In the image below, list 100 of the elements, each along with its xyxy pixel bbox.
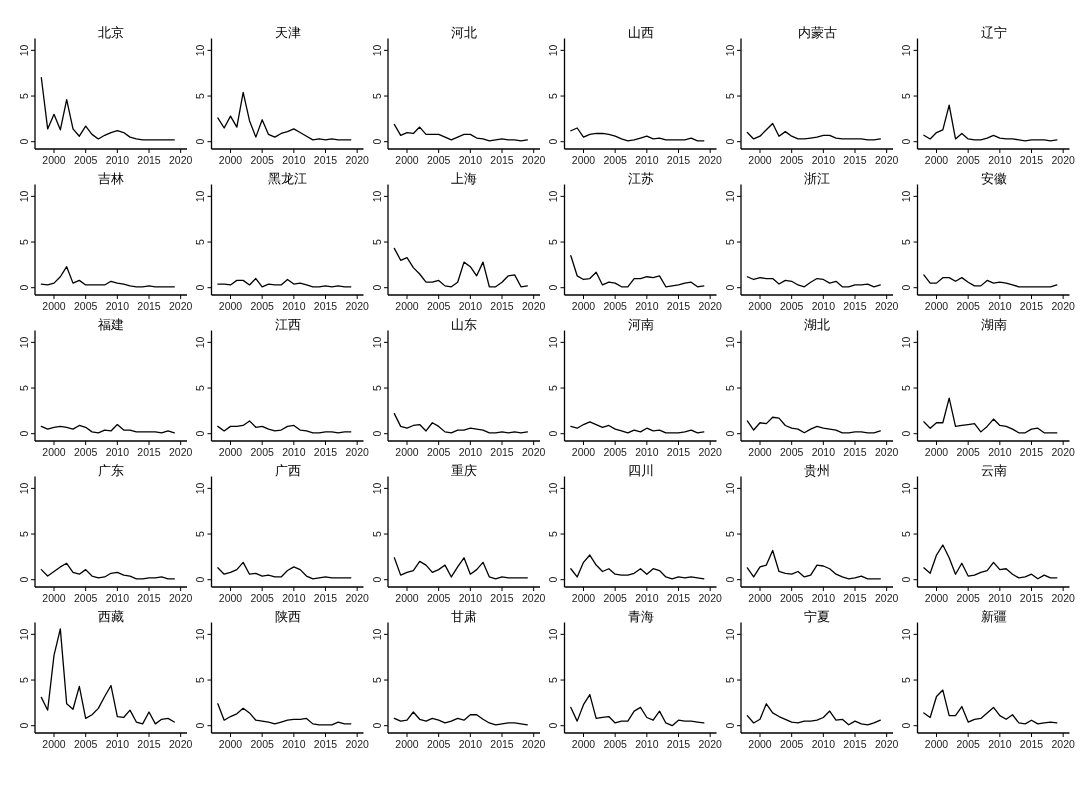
x-tick-label: 2010 <box>988 154 1012 166</box>
x-tick-label: 2010 <box>635 154 659 166</box>
y-tick-label: 5 <box>194 238 207 245</box>
x-tick-label: 2010 <box>282 738 306 750</box>
x-tick-label: 2010 <box>105 738 130 750</box>
x-tick-label: 2005 <box>956 154 981 166</box>
x-tick-label: 2010 <box>635 592 659 604</box>
x-tick-label: 2015 <box>313 592 338 604</box>
x-tick-label: 2005 <box>73 738 98 750</box>
y-tick-label: 5 <box>194 530 207 537</box>
x-tick-label: 2020 <box>168 300 193 312</box>
y-tick-label: 10 <box>900 44 913 57</box>
x-tick-label: 2015 <box>666 738 691 750</box>
y-tick-label: 10 <box>547 190 560 203</box>
x-tick-label: 2015 <box>843 738 867 750</box>
y-tick-label: 0 <box>724 284 736 291</box>
x-tick-label: 2015 <box>666 154 691 166</box>
x-tick-label: 2005 <box>426 154 451 166</box>
x-tick-label: 2000 <box>395 446 419 458</box>
x-tick-label: 2020 <box>1051 300 1076 312</box>
chart-title: 宁夏 <box>804 608 830 624</box>
x-tick-label: 2020 <box>345 154 370 166</box>
y-tick-label: 5 <box>18 676 30 683</box>
x-tick-label: 2020 <box>521 154 546 166</box>
x-tick-label: 2020 <box>168 446 193 458</box>
chart-title: 湖南 <box>980 317 1007 332</box>
x-tick-label: 2020 <box>345 738 370 750</box>
x-tick-label: 2005 <box>779 446 804 458</box>
chart-title: 广西 <box>274 463 301 478</box>
x-tick-label: 2015 <box>1019 300 1044 312</box>
x-tick-label: 2015 <box>666 300 691 312</box>
chart-title: 云南 <box>980 463 1007 478</box>
y-tick-label: 10 <box>194 336 207 349</box>
x-tick-label: 2000 <box>924 738 949 750</box>
y-tick-label: 0 <box>194 284 207 291</box>
x-tick-label: 2005 <box>603 592 628 604</box>
x-tick-label: 2005 <box>250 592 275 604</box>
y-tick-label: 5 <box>18 92 30 99</box>
y-tick-label: 0 <box>194 576 207 583</box>
x-tick-label: 2010 <box>635 446 659 458</box>
x-tick-label: 2000 <box>395 300 419 312</box>
x-tick-label: 2020 <box>345 300 370 312</box>
y-tick-label: 5 <box>18 238 30 245</box>
x-tick-label: 2000 <box>571 300 596 312</box>
x-tick-label: 2000 <box>571 738 596 750</box>
x-tick-label: 2010 <box>988 592 1012 604</box>
y-tick-label: 0 <box>18 138 30 145</box>
x-tick-label: 2000 <box>924 154 949 166</box>
x-tick-label: 2020 <box>521 592 546 604</box>
x-tick-label: 2010 <box>458 154 483 166</box>
y-tick-label: 5 <box>194 384 207 391</box>
chart-title: 山东 <box>451 317 477 332</box>
x-tick-label: 2015 <box>137 300 161 312</box>
x-tick-label: 2005 <box>779 592 804 604</box>
x-tick-label: 2015 <box>490 592 514 604</box>
x-tick-label: 2010 <box>105 154 130 166</box>
x-tick-label: 2000 <box>924 592 949 604</box>
y-tick-label: 0 <box>194 138 207 145</box>
x-tick-label: 2000 <box>571 154 596 166</box>
y-tick-label: 10 <box>371 44 383 57</box>
x-tick-label: 2005 <box>603 154 628 166</box>
x-tick-label: 2020 <box>698 300 723 312</box>
x-tick-label: 2005 <box>250 446 275 458</box>
x-tick-label: 2010 <box>105 592 130 604</box>
x-tick-label: 2010 <box>988 446 1012 458</box>
y-tick-label: 0 <box>371 576 383 583</box>
x-tick-label: 2020 <box>874 300 899 312</box>
y-tick-label: 10 <box>547 336 560 349</box>
x-tick-label: 2010 <box>458 592 483 604</box>
x-tick-label: 2005 <box>603 738 628 750</box>
chart-title: 江西 <box>274 317 301 332</box>
x-tick-label: 2015 <box>666 446 691 458</box>
x-tick-label: 2005 <box>250 738 275 750</box>
y-tick-label: 0 <box>371 284 383 291</box>
x-tick-label: 2010 <box>282 592 306 604</box>
chart-title: 四川 <box>627 463 654 478</box>
chart-title: 青海 <box>627 609 654 624</box>
x-tick-label: 2000 <box>218 300 243 312</box>
x-tick-label: 2015 <box>490 154 514 166</box>
x-tick-label: 2005 <box>73 446 98 458</box>
x-tick-label: 2015 <box>313 738 338 750</box>
chart-title: 河南 <box>627 317 654 332</box>
y-tick-label: 10 <box>194 44 207 57</box>
x-tick-label: 2000 <box>748 738 772 750</box>
y-tick-label: 0 <box>18 576 30 583</box>
y-tick-label: 0 <box>547 722 560 729</box>
x-tick-label: 2020 <box>874 154 899 166</box>
y-tick-label: 10 <box>194 628 207 641</box>
y-tick-label: 10 <box>900 628 913 641</box>
y-tick-label: 5 <box>371 92 383 99</box>
y-tick-label: 5 <box>194 676 207 683</box>
x-tick-label: 2010 <box>988 300 1012 312</box>
y-tick-label: 5 <box>547 676 560 683</box>
chart-title: 北京 <box>98 25 124 40</box>
y-tick-label: 5 <box>194 92 207 99</box>
y-tick-label: 0 <box>547 576 560 583</box>
chart-title: 新疆 <box>980 609 1007 624</box>
y-tick-label: 5 <box>547 92 560 99</box>
x-tick-label: 2015 <box>666 592 691 604</box>
y-tick-label: 5 <box>371 676 383 683</box>
